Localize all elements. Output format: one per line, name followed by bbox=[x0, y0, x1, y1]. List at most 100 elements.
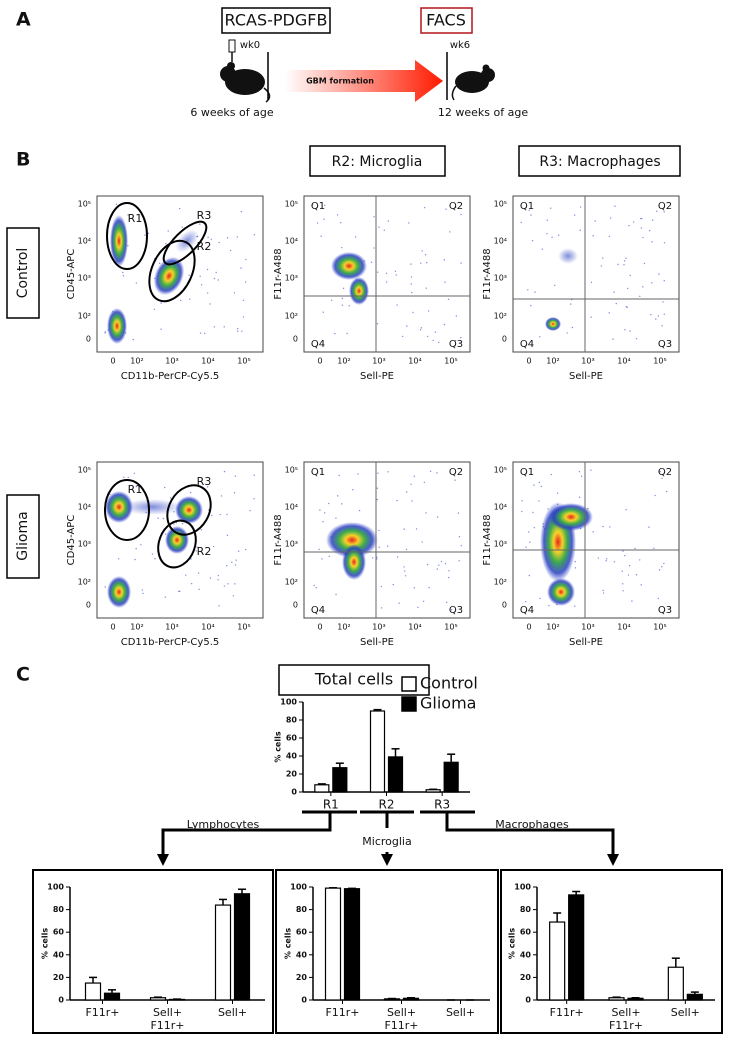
column-header: R3: Macrophages bbox=[539, 154, 660, 170]
event-dot bbox=[376, 487, 379, 489]
event-dot bbox=[529, 541, 531, 543]
event-dot bbox=[612, 338, 614, 340]
event-dot bbox=[175, 521, 178, 524]
event-dot bbox=[324, 512, 326, 514]
y-tick-label: 0 bbox=[502, 335, 507, 344]
event-dot bbox=[455, 315, 458, 317]
event-dot bbox=[436, 568, 439, 570]
x-axis-label: CD11b-PerCP-Cy5.5 bbox=[121, 637, 220, 648]
bar bbox=[103, 992, 121, 1001]
density bbox=[331, 252, 367, 280]
event-dot bbox=[541, 248, 543, 250]
gate-label: R1 bbox=[128, 212, 143, 225]
readout-label: FACS bbox=[426, 11, 466, 30]
y-tick-label: 80 bbox=[286, 716, 298, 725]
event-dot bbox=[640, 584, 642, 586]
event-dot bbox=[621, 570, 623, 572]
y-tick-label: 60 bbox=[520, 928, 532, 937]
y-axis-label: % cells bbox=[284, 928, 293, 959]
event-dot bbox=[423, 206, 426, 209]
event-dot bbox=[207, 236, 209, 239]
event-dot bbox=[199, 332, 202, 334]
quadrant-label: Q4 bbox=[311, 339, 325, 350]
y-tick-label: 60 bbox=[286, 734, 298, 743]
x-tick-label: R2 bbox=[379, 798, 395, 812]
y-tick-label: 10³ bbox=[494, 274, 507, 283]
event-dot bbox=[134, 558, 136, 561]
event-dot bbox=[449, 231, 451, 233]
y-axis-label: % cells bbox=[508, 928, 517, 959]
event-dot bbox=[385, 272, 388, 274]
event-dot bbox=[319, 509, 321, 511]
event-dot bbox=[215, 271, 217, 274]
event-dot bbox=[590, 281, 593, 284]
event-dot bbox=[426, 262, 428, 264]
event-dot bbox=[590, 469, 592, 471]
event-dot bbox=[313, 584, 315, 587]
event-dot bbox=[244, 281, 247, 283]
y-tick-label: 0 bbox=[293, 335, 298, 344]
event-dot bbox=[625, 509, 627, 511]
quadrant-label: Q3 bbox=[658, 339, 672, 350]
event-dot bbox=[533, 484, 535, 486]
y-tick-label: 100 bbox=[47, 883, 64, 892]
event-dot bbox=[454, 339, 457, 342]
event-dot bbox=[538, 481, 541, 484]
flow-plot: 0 10² 10³ 10⁴ 10⁵ 0 10² 10³ 10⁴ 10⁵ CD11b-PerCP-Cy… bbox=[66, 461, 264, 648]
panel-label: B bbox=[16, 149, 30, 171]
event-dot bbox=[602, 589, 604, 592]
y-tick-label: 0 bbox=[502, 601, 507, 610]
title-box bbox=[278, 664, 430, 696]
bar bbox=[149, 997, 167, 1001]
quadrant-label: Q2 bbox=[449, 201, 463, 212]
event-dot bbox=[534, 291, 536, 293]
y-tick-label: 0 bbox=[86, 601, 91, 610]
gate-label: R2 bbox=[197, 240, 212, 253]
event-dot bbox=[376, 322, 379, 325]
event-dot bbox=[655, 318, 657, 320]
event-dot bbox=[574, 567, 577, 569]
x-tick-label: Sell+ bbox=[611, 1006, 640, 1019]
x-axis-label: CD11b-PerCP-Cy5.5 bbox=[121, 371, 220, 382]
event-dot bbox=[592, 531, 594, 533]
event-dot bbox=[371, 557, 374, 559]
y-tick-label: 100 bbox=[514, 883, 531, 892]
event-dot bbox=[436, 516, 439, 518]
event-dot bbox=[609, 217, 612, 219]
event-dot bbox=[609, 526, 611, 528]
event-dot bbox=[240, 210, 243, 213]
y-tick-label: 10² bbox=[78, 312, 91, 321]
event-dot bbox=[460, 336, 462, 339]
event-dot bbox=[608, 312, 610, 314]
panel-box bbox=[32, 869, 274, 1034]
event-dot bbox=[387, 471, 389, 473]
event-dot bbox=[190, 558, 192, 560]
event-dot bbox=[629, 330, 631, 332]
x-tick-label: 10⁵ bbox=[237, 357, 250, 366]
event-dot bbox=[318, 548, 320, 551]
density bbox=[545, 317, 561, 331]
x-tick-label: 10² bbox=[546, 623, 559, 632]
flow-plot: 0 10² 10³ 10⁴ 10⁵ 0 10² 10³ 10⁴ 10⁵ Sell-PE F11r-A4… bbox=[273, 195, 471, 382]
bar bbox=[608, 997, 625, 1001]
event-dot bbox=[548, 604, 550, 607]
event-dot bbox=[643, 262, 646, 265]
event-dot bbox=[199, 275, 201, 277]
event-dot bbox=[208, 509, 210, 511]
y-tick-label: 10⁴ bbox=[285, 237, 298, 246]
event-dot bbox=[648, 526, 650, 528]
arrow bbox=[285, 60, 443, 102]
event-dot bbox=[615, 302, 617, 305]
event-dot bbox=[436, 472, 438, 474]
event-dot bbox=[135, 548, 137, 550]
x-tick-label: 0 bbox=[110, 623, 115, 632]
gate-label: R3 bbox=[197, 209, 212, 222]
event-dot bbox=[226, 564, 228, 567]
event-dot bbox=[661, 325, 663, 327]
event-dot bbox=[165, 243, 167, 245]
y-tick-label: 10⁴ bbox=[285, 503, 298, 512]
quadrant-label: Q1 bbox=[520, 467, 534, 478]
event-dot bbox=[341, 246, 343, 249]
event-dot bbox=[147, 232, 150, 235]
